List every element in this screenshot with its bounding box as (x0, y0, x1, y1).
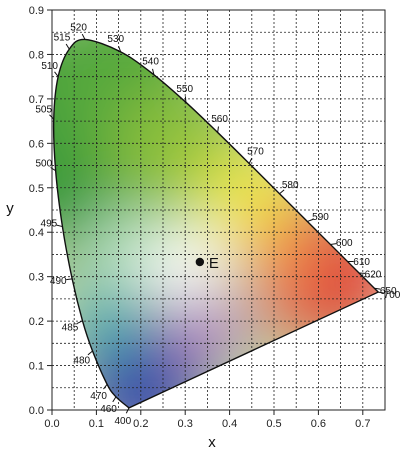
wavelength-label: 470 (90, 391, 107, 402)
wavelength-tick (50, 167, 56, 172)
wavelength-label: 590 (312, 212, 329, 223)
wavelength-label: 490 (50, 276, 67, 287)
y-tick-label: 0.4 (29, 227, 44, 239)
y-tick-label: 0.8 (29, 49, 44, 61)
wavelength-tick (307, 218, 314, 222)
plot-frame (51, 9, 386, 411)
y-tick-label: 0.9 (29, 5, 44, 17)
wavelength-tick (125, 407, 130, 414)
wavelength-tick (374, 287, 381, 290)
wavelength-label: 400 (114, 416, 131, 427)
wavelength-tick (56, 224, 63, 228)
wavelength-tick (103, 384, 108, 390)
wavelength-label: 460 (100, 404, 117, 415)
y-tick-label: 0.2 (29, 316, 44, 328)
wavelength-tick (118, 46, 122, 52)
wavelength-label: 500 (35, 159, 52, 170)
wavelength-label: 700 (384, 290, 401, 301)
points: E (195, 255, 219, 272)
x-tick-label: 0.7 (355, 418, 370, 430)
wavelength-tick (81, 33, 86, 40)
x-tick-label: 0.4 (222, 418, 237, 430)
wavelength-tick (65, 43, 70, 50)
wavelength-label: 560 (211, 114, 228, 125)
wavelength-tick (87, 350, 93, 356)
y-tick-label: 0.7 (29, 94, 44, 106)
wavelength-label: 580 (282, 180, 299, 191)
wavelength-tick (76, 320, 83, 324)
wavelength-label: 570 (247, 146, 264, 157)
axes: 0.0 0.1 0.2 0.3 0.4 0.5 0.6 0.7 0.0 0.1 0.2 0.3 0.4 0… (29, 5, 386, 430)
wavelength-tick (66, 278, 73, 281)
wavelength-label: 480 (73, 355, 90, 366)
x-tick-label: 0.5 (266, 418, 281, 430)
x-tick-label: 0.0 (44, 418, 59, 430)
spectral-locus (52, 38, 380, 409)
x-tick-label: 0.3 (178, 418, 193, 430)
wavelength-label: 620 (365, 269, 382, 280)
wavelength-label: 495 (41, 219, 58, 230)
wavelength-label: 505 (35, 105, 52, 116)
wavelength-tick (378, 291, 385, 294)
wavelength-tick (112, 396, 117, 403)
wavelength-tick (152, 68, 155, 75)
grid (52, 10, 385, 410)
y-axis-label: y (6, 200, 14, 217)
wavelength-label: 530 (107, 34, 124, 45)
y-tick-label: 0.3 (29, 272, 44, 284)
wavelength-label: 540 (142, 57, 159, 68)
point-marker (195, 257, 205, 267)
wavelength-tick (49, 114, 55, 120)
wavelength-tick (217, 126, 219, 133)
wavelength-label: 610 (353, 257, 370, 268)
x-tick-label: 0.6 (311, 418, 326, 430)
x-axis-label: x (208, 434, 216, 451)
wavelength-tick (184, 96, 187, 103)
y-tick-label: 0.6 (29, 138, 44, 150)
y-tick-label: 0.0 (29, 405, 44, 417)
wavelength-label: 650 (380, 286, 397, 297)
wavelength-tick (279, 189, 285, 195)
wavelength-label: 485 (62, 323, 79, 334)
x-tick-label: 0.1 (89, 418, 104, 430)
y-tick-label: 0.5 (29, 183, 44, 195)
x-tick-label: 0.2 (133, 418, 148, 430)
wavelength-tick (248, 157, 253, 164)
point-label: E (209, 255, 219, 272)
wavelength-label: 550 (176, 84, 193, 95)
wavelength-label: 510 (41, 61, 58, 72)
wavelength-tick (330, 243, 337, 245)
wavelength-label: 600 (336, 238, 353, 249)
y-tick-label: 0.1 (29, 361, 44, 373)
wavelength-tick (54, 71, 59, 77)
wavelength-label: 520 (70, 22, 87, 33)
wavelength-label: 515 (54, 33, 71, 44)
